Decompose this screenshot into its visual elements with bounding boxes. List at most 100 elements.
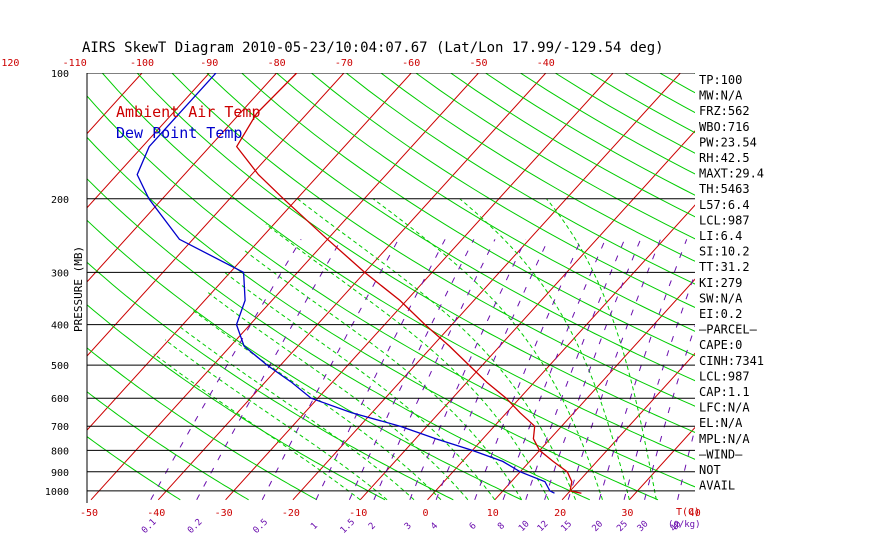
isotherm-line bbox=[629, 426, 695, 501]
stat-entry: LI:6.4 bbox=[699, 229, 742, 243]
isotherm-line bbox=[225, 73, 614, 501]
dry-adiabat-line bbox=[87, 261, 454, 501]
mixing-ratio-label: 2 bbox=[367, 521, 378, 532]
stat-entry: CAPE:0 bbox=[699, 338, 742, 352]
mixing-ratio-labels: 0.1 0.2 0.5 1 1.5 2 3 4 6 8 10 12 15 20 25 30 40 bbox=[140, 517, 683, 536]
dry-adiabat-line bbox=[87, 219, 522, 501]
top-tick-label: -60 bbox=[402, 58, 420, 69]
moist-adiabat-line bbox=[546, 198, 657, 500]
mixing-ratio-label: 0.5 bbox=[252, 517, 271, 536]
mixing-ratio-label: 25 bbox=[615, 519, 630, 534]
bottom-tick-label: 0 bbox=[422, 508, 428, 519]
stat-entry: RH:42.5 bbox=[699, 151, 750, 165]
isotherm-line bbox=[0, 73, 7, 500]
stat-entry: SI:10.2 bbox=[699, 245, 750, 259]
dry-adiabat-line bbox=[101, 73, 695, 460]
dry-adiabat-line bbox=[87, 178, 591, 501]
mixing-ratio-line bbox=[644, 324, 695, 500]
mixing-ratio-line bbox=[315, 239, 446, 501]
pressure-tick-label: 500 bbox=[51, 361, 69, 372]
dry-adiabat-line bbox=[87, 436, 181, 501]
bottom-tick-label: -40 bbox=[147, 508, 165, 519]
mixing-unit-label: (g/kg) bbox=[668, 520, 701, 530]
mixing-ratio-line bbox=[196, 239, 342, 501]
dry-adiabat-line bbox=[520, 73, 695, 175]
stat-entry: TH:5463 bbox=[699, 182, 750, 196]
pressure-tick-label: 300 bbox=[51, 268, 69, 279]
pressure-tick-label: 900 bbox=[51, 468, 69, 479]
chart-title: AIRS SkewT Diagram 2010-05-23/10:04:07.6… bbox=[82, 40, 664, 56]
stat-entry: WBO:716 bbox=[699, 120, 750, 134]
moist-adiabat-line bbox=[192, 310, 442, 501]
stat-entry: CINH:7341 bbox=[699, 354, 764, 368]
isotherm-line bbox=[831, 73, 870, 500]
bottom-tick-label: -10 bbox=[349, 508, 367, 519]
stat-entry: TP:100 bbox=[699, 73, 742, 87]
moist-adiabat-line bbox=[224, 272, 496, 501]
mixing-ratio-line bbox=[598, 239, 688, 500]
stat-entry: NOT bbox=[699, 463, 721, 477]
mixing-ratio-line bbox=[567, 239, 661, 500]
stat-entry: LCL:987 bbox=[699, 213, 750, 227]
sounding-series bbox=[136, 73, 582, 494]
stat-entry: EI:0.2 bbox=[699, 307, 742, 321]
pressure-tick-label: 800 bbox=[51, 446, 69, 457]
isotherm-line bbox=[157, 73, 547, 501]
mixing-ratio-line bbox=[502, 239, 606, 500]
mixing-ratio-line bbox=[623, 272, 695, 500]
top-tick-label: -70 bbox=[335, 58, 353, 69]
legend-ambient-air-temp: Ambient Air Temp bbox=[116, 103, 261, 121]
mixing-ratio-label: 20 bbox=[591, 519, 606, 534]
stat-entry: —WIND— bbox=[699, 447, 743, 461]
dry-adiabat-line bbox=[171, 73, 695, 407]
bottom-tick-label: -20 bbox=[282, 508, 300, 519]
mixing-ratio-line bbox=[409, 239, 527, 500]
legend-dew-point-temp: Dew Point Temp bbox=[116, 124, 242, 142]
mixing-ratio-label: 10 bbox=[517, 519, 532, 534]
mixing-ratio-line bbox=[544, 239, 642, 500]
series-line bbox=[136, 73, 555, 494]
pressure-tick-label: 1000 bbox=[45, 487, 69, 498]
dry-adiabat-line bbox=[206, 73, 695, 382]
stat-entry: MPL:N/A bbox=[699, 432, 750, 446]
pressure-tick-label: 100 bbox=[51, 69, 69, 80]
moist-adiabat-line bbox=[153, 353, 361, 501]
top-tick-label: -80 bbox=[268, 58, 286, 69]
stat-entry: PW:23.54 bbox=[699, 135, 757, 149]
series-line bbox=[235, 73, 582, 494]
isotherm-line bbox=[87, 73, 412, 431]
moist-adiabat-line bbox=[207, 292, 469, 501]
isotherm-line bbox=[90, 73, 479, 501]
bottom-tick-label: -50 bbox=[80, 508, 98, 519]
mixing-ratio-line bbox=[373, 239, 496, 501]
plot-area bbox=[0, 73, 870, 501]
pressure-tick-label: 700 bbox=[51, 422, 69, 433]
mixing-ratio-label: 6 bbox=[468, 521, 479, 532]
moist-adiabat-line bbox=[243, 249, 523, 501]
isotherm-line bbox=[87, 73, 277, 283]
bottom-tick-label: -30 bbox=[215, 508, 233, 519]
bottom-tick-label: 10 bbox=[487, 508, 499, 519]
dry-adiabat-line bbox=[136, 73, 695, 433]
moist-adiabat-line bbox=[459, 198, 630, 500]
isobar-lines bbox=[87, 73, 695, 492]
moist-adiabat-line bbox=[372, 198, 603, 500]
top-tick-label: -50 bbox=[469, 58, 487, 69]
dry-adiabat-line bbox=[380, 73, 695, 262]
moist-adiabat-lines bbox=[153, 198, 657, 501]
stat-entry: KI:279 bbox=[699, 276, 742, 290]
x-axis-label: T(C) bbox=[676, 507, 700, 518]
moist-adiabat-line bbox=[179, 326, 415, 501]
bottom-tick-label: 30 bbox=[621, 508, 633, 519]
isotherm-line bbox=[87, 73, 345, 357]
stat-entry: TT:31.2 bbox=[699, 260, 750, 274]
isotherm-line bbox=[561, 352, 695, 501]
top-tick-label: -110 bbox=[63, 58, 87, 69]
bottom-tick-label: 20 bbox=[554, 508, 566, 519]
mixing-ratio-line bbox=[435, 239, 549, 500]
mixing-ratio-line bbox=[150, 239, 302, 501]
mixing-ratio-label: 0.2 bbox=[186, 517, 205, 536]
mixing-ratio-label: 8 bbox=[496, 521, 507, 532]
